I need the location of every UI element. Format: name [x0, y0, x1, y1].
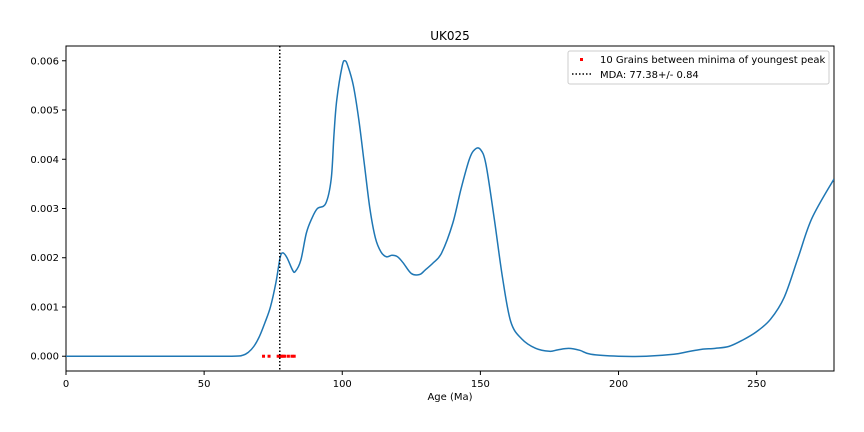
y-tick-label: 0.006 [30, 56, 59, 67]
y-tick-label: 0.003 [30, 204, 59, 215]
legend-box [567, 50, 830, 85]
points-layer [262, 354, 296, 358]
grain-point [290, 354, 294, 358]
grain-point [283, 354, 287, 358]
x-tick-label: 200 [609, 379, 628, 390]
grain-point [286, 354, 290, 358]
x-tick-label: 250 [747, 379, 766, 390]
plot-area [65, 45, 835, 372]
legend-label-mda: MDA: 77.38+/- 0.84 [600, 70, 699, 81]
x-tick-label: 150 [471, 379, 490, 390]
curve-layer [66, 59, 834, 358]
y-tick-label: 0.004 [30, 155, 59, 166]
x-tick-label: 100 [333, 379, 352, 390]
plot-frame [65, 45, 835, 372]
y-axis: 0.000 0.001 0.002 0.003 0.004 0.005 0.006 [30, 56, 66, 363]
grain-point [279, 354, 283, 358]
x-axis: 0 50 100 150 200 250 [63, 371, 766, 390]
y-tick-label: 0.005 [30, 106, 59, 117]
x-tick-label: 0 [63, 379, 69, 390]
y-tick-label: 0.002 [30, 253, 59, 264]
legend: 10 Grains between minima of youngest pea… [567, 50, 830, 85]
x-axis-label: Age (Ma) [427, 392, 472, 403]
grain-point [262, 354, 266, 358]
grain-point [276, 354, 280, 358]
legend-marker-grains [580, 58, 583, 61]
y-tick-label: 0.001 [30, 302, 59, 313]
grain-point [292, 354, 296, 358]
y-tick-label: 0.000 [30, 352, 59, 363]
x-tick-label: 50 [198, 379, 211, 390]
age-density-curve [66, 59, 834, 358]
grain-point [281, 354, 285, 358]
legend-label-grains: 10 Grains between minima of youngest pea… [600, 55, 825, 66]
grain-point [267, 354, 271, 358]
chart-title: UK025 [430, 29, 470, 43]
